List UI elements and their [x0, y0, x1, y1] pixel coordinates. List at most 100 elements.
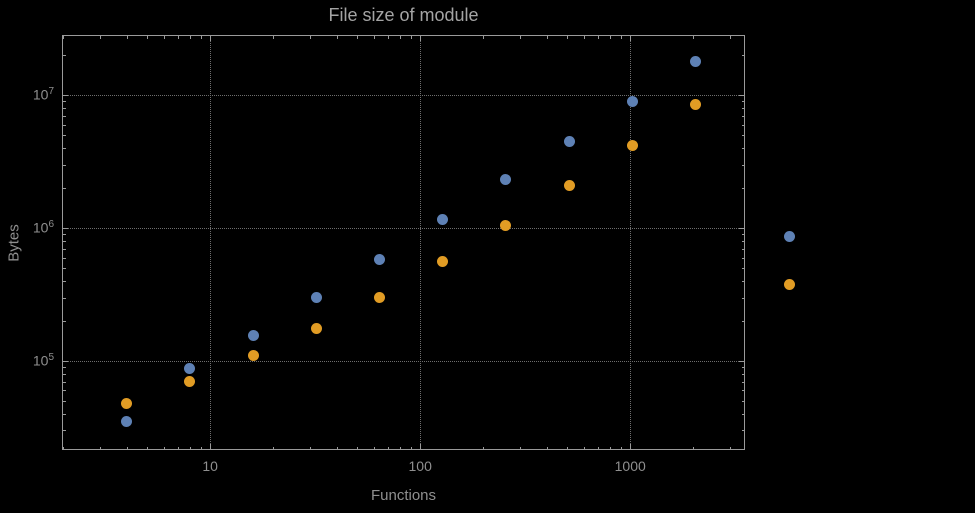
y-axis-tick-right	[741, 280, 745, 282]
data-point-series-blue	[373, 253, 385, 265]
y-axis-tick-right	[741, 320, 745, 322]
y-axis-tick	[62, 390, 66, 392]
y-axis-tick	[62, 360, 68, 362]
y-axis-tick-right	[741, 367, 745, 369]
x-axis-tick	[63, 446, 65, 450]
x-axis-tick-top	[273, 35, 275, 39]
data-point-series-orange	[690, 98, 702, 110]
x-axis-tick	[273, 446, 275, 450]
x-axis-tick	[410, 446, 412, 450]
y-axis-tick	[62, 101, 66, 103]
x-axis-tick-top	[177, 35, 179, 39]
x-tick-label: 10	[202, 458, 218, 474]
data-point-series-blue	[500, 174, 512, 186]
data-point-series-blue	[563, 135, 575, 147]
x-axis-tick	[387, 446, 389, 450]
legend-marker-2	[783, 278, 795, 290]
y-axis-tick	[62, 164, 66, 166]
y-axis-tick-right	[739, 95, 745, 97]
y-axis-tick	[62, 430, 66, 432]
x-axis-tick	[163, 446, 165, 450]
x-gridline	[210, 35, 212, 450]
x-axis-label: Functions	[370, 487, 437, 504]
y-tick-label: 105	[32, 351, 54, 369]
x-axis-tick-top	[546, 35, 548, 39]
x-axis-tick	[520, 446, 522, 450]
x-axis-tick	[630, 444, 632, 450]
x-axis-tick	[100, 446, 102, 450]
y-axis-tick-right	[741, 413, 745, 415]
data-point-series-blue	[247, 330, 259, 342]
data-point-series-orange	[373, 292, 385, 304]
data-point-series-orange	[184, 376, 196, 388]
y-axis-tick	[62, 400, 66, 402]
y-gridline	[62, 360, 745, 362]
y-axis-tick-right	[741, 257, 745, 259]
x-axis-tick	[693, 446, 695, 450]
data-point-series-blue	[626, 95, 638, 107]
y-axis-tick	[62, 297, 66, 299]
data-point-series-orange	[121, 397, 133, 409]
legend-marker-1	[783, 230, 795, 242]
x-axis-tick	[420, 444, 422, 450]
x-tick-label: 1000	[614, 458, 646, 474]
plot-frame	[62, 35, 745, 450]
x-gridline	[630, 35, 632, 450]
x-axis-tick-top	[126, 35, 128, 39]
x-axis-tick	[177, 446, 179, 450]
x-axis-tick-top	[387, 35, 389, 39]
data-point-series-blue	[690, 55, 702, 67]
y-axis-tick	[62, 147, 66, 149]
y-axis-tick	[62, 268, 66, 270]
x-axis-tick-top	[520, 35, 522, 39]
y-axis-tick-right	[741, 164, 745, 166]
x-axis-tick	[210, 444, 212, 450]
x-axis-tick-top	[310, 35, 312, 39]
y-axis-tick-right	[741, 240, 745, 242]
data-point-series-orange	[247, 349, 259, 361]
x-axis-tick	[356, 446, 358, 450]
y-axis-tick-right	[741, 400, 745, 402]
data-point-series-orange	[437, 256, 449, 267]
x-axis-tick	[310, 446, 312, 450]
y-axis-tick	[62, 115, 66, 117]
y-axis-tick	[62, 55, 66, 57]
x-axis-tick	[189, 446, 191, 450]
x-axis-tick-top	[730, 35, 732, 39]
y-axis-tick	[62, 95, 68, 97]
y-axis-tick-right	[741, 297, 745, 299]
y-axis-tick	[62, 320, 66, 322]
y-axis-tick-right	[741, 55, 745, 57]
x-axis-tick-top	[609, 35, 611, 39]
y-axis-tick	[62, 413, 66, 415]
x-axis-tick	[336, 446, 338, 450]
y-gridline	[62, 228, 745, 230]
x-axis-tick	[620, 446, 622, 450]
x-axis-tick	[583, 446, 585, 450]
y-axis-tick-right	[741, 187, 745, 189]
x-axis-tick-top	[483, 35, 485, 39]
y-axis-tick-right	[739, 228, 745, 230]
data-point-series-orange	[310, 323, 322, 335]
data-point-series-orange	[626, 139, 638, 151]
x-axis-tick-top	[410, 35, 412, 39]
x-axis-tick-top	[597, 35, 599, 39]
x-axis-tick-top	[630, 35, 632, 41]
x-axis-tick	[373, 446, 375, 450]
y-axis-tick-right	[741, 115, 745, 117]
y-tick-label: 107	[32, 86, 54, 103]
x-axis-tick-top	[189, 35, 191, 39]
y-axis-tick	[62, 124, 66, 126]
y-axis-tick	[62, 367, 66, 369]
x-axis-tick	[566, 446, 568, 450]
y-axis-tick-right	[741, 135, 745, 137]
y-axis-tick	[62, 240, 66, 242]
y-axis-tick	[62, 248, 66, 250]
y-axis-tick	[62, 107, 66, 109]
x-axis-tick	[399, 446, 401, 450]
x-axis-tick-top	[210, 35, 212, 41]
x-axis-tick-top	[693, 35, 695, 39]
x-axis-tick-top	[63, 35, 65, 39]
y-axis-tick	[62, 187, 66, 189]
